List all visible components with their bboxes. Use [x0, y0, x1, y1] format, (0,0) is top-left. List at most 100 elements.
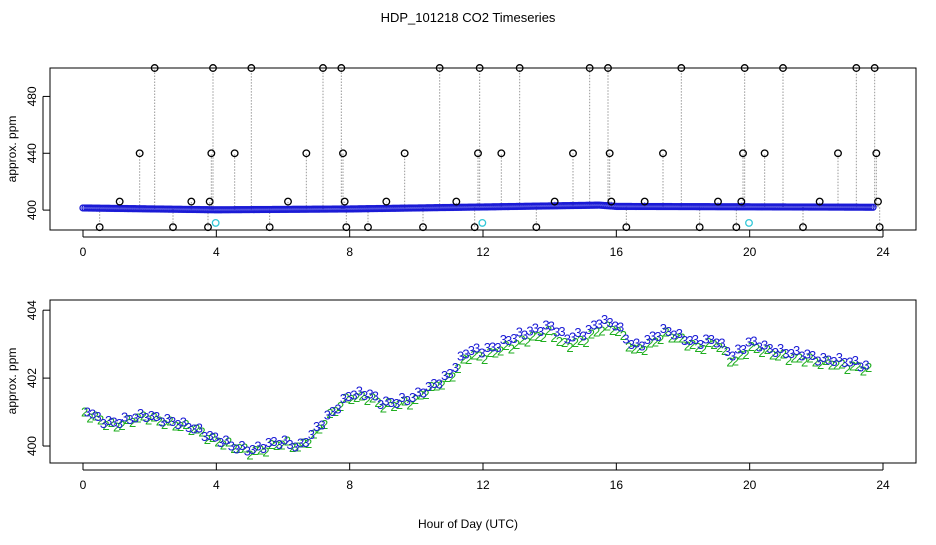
bottom-series-3-mark: 3	[473, 340, 480, 355]
bottom-series-3-mark: 3	[825, 353, 832, 368]
bottom-series-2-mark: 2	[412, 392, 419, 407]
bottom-series-3-mark: 3	[852, 353, 859, 368]
bottom-series-3-mark: 3	[420, 386, 427, 401]
bottom-series-2-mark: 2	[625, 340, 632, 355]
bottom-series-3-mark: 3	[233, 441, 240, 456]
bottom-series-3-mark: 3	[329, 404, 336, 419]
top-outlier-point	[739, 149, 747, 158]
top-outlier-point	[400, 149, 409, 158]
bottom-series-3-mark: 3	[409, 390, 416, 405]
bottom-series-3-mark: 3	[260, 441, 267, 456]
top-outlier-point	[640, 197, 649, 206]
bottom-series-2-mark: 2	[764, 342, 771, 357]
bottom-series-2-mark: 2	[705, 335, 712, 350]
chart-title: HDP_101218 CO2 Timeseries	[381, 10, 556, 25]
bottom-series-3-mark: 3	[580, 329, 587, 344]
bottom-series-3-mark: 3	[489, 339, 496, 354]
top-cyan-points	[211, 218, 753, 227]
bottom-series-3-mark: 3	[670, 328, 677, 343]
bottom-series-2-mark: 2	[129, 415, 136, 430]
top-x-axis: 0 4 8 12 16 20 24	[80, 230, 890, 259]
top-outlier-point	[607, 197, 616, 206]
bottom-series-2-mark: 2	[641, 343, 648, 358]
top-outlier-point	[875, 223, 884, 232]
bottom-series-3-mark: 3	[462, 346, 469, 361]
bottom-series-2-mark: 2	[769, 348, 776, 363]
bottom-series-2-mark: 2	[833, 357, 840, 372]
bottom-series-3-mark: 3	[484, 340, 491, 355]
top-outlier-point	[799, 223, 807, 232]
bottom-series-3-mark: 3	[356, 384, 363, 399]
bottom-series-3-mark: 3	[569, 329, 576, 344]
bottom-series-3-mark: 3	[686, 333, 693, 348]
bottom-series-3-mark: 3	[468, 343, 475, 358]
bottom-x-tick-label: 8	[346, 478, 353, 492]
bottom-series-2-mark: 2	[812, 355, 819, 370]
bottom-series-2-mark: 2	[305, 436, 312, 451]
bottom-series-3-mark: 3	[441, 368, 448, 383]
top-x-tick-label: 16	[610, 245, 624, 259]
bottom-series-3-mark: 3	[633, 335, 640, 350]
bottom-series-2-mark: 2	[337, 399, 344, 414]
bottom-series-3-mark: 3	[745, 335, 752, 350]
top-outlier-point	[115, 197, 124, 206]
bottom-series-3-mark: 3	[270, 434, 277, 449]
bottom-series-2-mark: 2	[449, 370, 456, 385]
bottom-series-3-mark: 3	[404, 393, 411, 408]
bottom-series-2-mark: 2	[326, 406, 333, 421]
bottom-series-3-mark: 3	[804, 346, 811, 361]
bottom-series-3-mark: 3	[558, 324, 565, 339]
top-outlier-point	[714, 197, 722, 206]
bottom-series-3-mark: 3	[153, 409, 160, 424]
bottom-series-3-mark: 3	[516, 325, 523, 340]
bottom-series-3-mark: 3	[697, 337, 704, 352]
bottom-series-2-mark: 2	[476, 349, 483, 364]
bottom-series-3-mark: 3	[638, 338, 645, 353]
bottom-series-3-mark: 3	[537, 324, 544, 339]
bottom-series-2-mark: 2	[577, 333, 584, 348]
bottom-series-2-mark: 2	[732, 353, 739, 368]
bottom-series-3-mark: 3	[590, 317, 597, 332]
bottom-series-2-mark: 2	[700, 342, 707, 357]
bottom-series-3-mark: 3	[788, 346, 795, 361]
bottom-series-3-mark: 3	[820, 350, 827, 365]
bottom-series-2-mark: 2	[102, 418, 109, 433]
bottom-series-3-mark: 3	[94, 409, 101, 424]
bottom-series-3-mark: 3	[436, 377, 443, 392]
bottom-series-3-mark: 3	[206, 428, 213, 443]
bottom-series-2-mark: 2	[166, 413, 173, 428]
top-outlier-point	[834, 149, 842, 158]
bottom-series-3-mark: 3	[713, 336, 720, 351]
bottom-series-3-mark: 3	[286, 437, 293, 452]
bottom-series-2-mark: 2	[550, 330, 557, 345]
bottom-series-3-mark: 3	[334, 401, 341, 416]
bottom-y-tick-label: 402	[25, 368, 39, 388]
x-axis-label: Hour of Day (UTC)	[418, 517, 518, 531]
bottom-series-2-mark: 2	[198, 424, 205, 439]
bottom-series-3-mark: 3	[148, 408, 155, 423]
bottom-series-2-mark: 2	[150, 410, 157, 425]
bottom-series-2-mark: 2	[780, 347, 787, 362]
bottom-series-2-mark: 2	[684, 339, 691, 354]
bottom-series-3-mark: 3	[654, 329, 661, 344]
bottom-series-2-mark: 2	[321, 417, 328, 432]
bottom-series-3-mark: 3	[761, 337, 768, 352]
bottom-series-2-mark: 2	[214, 434, 221, 449]
bottom-series-2-mark: 2	[844, 362, 851, 377]
bottom-series-2-mark: 2	[438, 377, 445, 392]
bottom-series-2-mark: 2	[518, 332, 525, 347]
bottom-series-2-mark: 2	[801, 355, 808, 370]
bottom-series-3-mark: 3	[89, 406, 96, 421]
bottom-series-3-mark: 3	[478, 345, 485, 360]
bottom-series-2-mark: 2	[710, 337, 717, 352]
bottom-series-3-mark: 3	[217, 435, 224, 450]
top-outlier-point	[874, 197, 882, 206]
bottom-series-2-mark: 2	[172, 419, 179, 434]
bottom-series-3-mark: 3	[601, 312, 608, 327]
bottom-series-2-mark: 2	[433, 379, 440, 394]
bottom-series-2-mark: 2	[566, 340, 573, 355]
bottom-series-3-mark: 3	[750, 333, 757, 348]
bottom-series-2-mark: 2	[796, 351, 803, 366]
top-cyan-point	[478, 218, 487, 227]
bottom-series-3-mark: 3	[452, 360, 459, 375]
